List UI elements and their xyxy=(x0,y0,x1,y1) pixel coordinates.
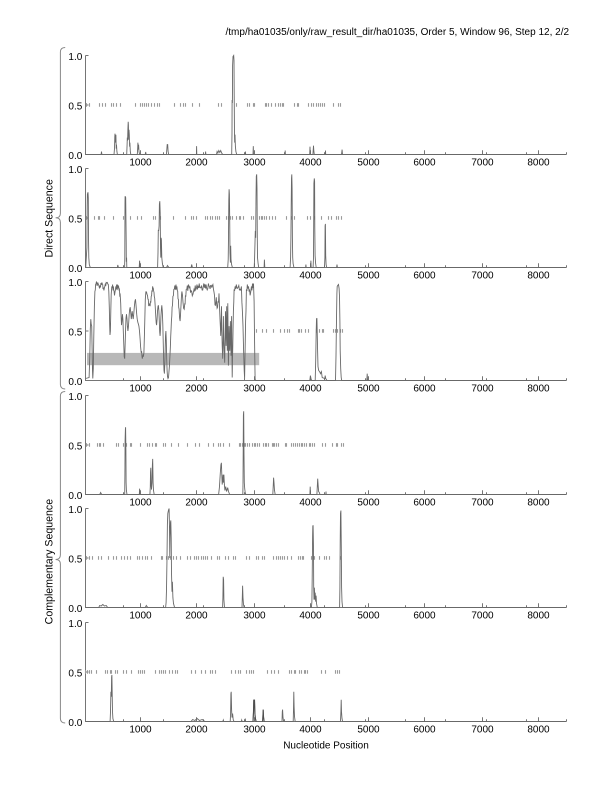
svg-text:0.5: 0.5 xyxy=(68,327,82,338)
svg-text:7000: 7000 xyxy=(471,158,494,169)
svg-text:5000: 5000 xyxy=(357,611,380,622)
svg-text:6000: 6000 xyxy=(413,611,436,622)
svg-text:1000: 1000 xyxy=(129,384,152,395)
svg-text:3000: 3000 xyxy=(243,384,266,395)
svg-text:0.0: 0.0 xyxy=(68,718,82,729)
svg-text:Direct Sequence: Direct Sequence xyxy=(44,179,56,257)
svg-text:0.5: 0.5 xyxy=(68,101,82,112)
svg-text:0.0: 0.0 xyxy=(68,604,82,615)
svg-text:1000: 1000 xyxy=(129,725,152,736)
svg-text:2000: 2000 xyxy=(185,611,208,622)
svg-text:1000: 1000 xyxy=(129,498,152,509)
svg-text:8000: 8000 xyxy=(527,498,550,509)
svg-text:2000: 2000 xyxy=(185,384,208,395)
svg-text:1.0: 1.0 xyxy=(68,52,82,63)
svg-text:6000: 6000 xyxy=(413,158,436,169)
svg-text:0.5: 0.5 xyxy=(68,441,82,452)
svg-text:4000: 4000 xyxy=(299,384,322,395)
svg-text:Complementary Sequence: Complementary Sequence xyxy=(44,499,56,625)
svg-text:5000: 5000 xyxy=(357,384,380,395)
svg-text:6000: 6000 xyxy=(413,498,436,509)
svg-text:3000: 3000 xyxy=(243,611,266,622)
svg-text:4000: 4000 xyxy=(299,158,322,169)
svg-text:3000: 3000 xyxy=(243,271,266,282)
svg-text:8000: 8000 xyxy=(527,271,550,282)
svg-text:/tmp/ha01035/only/raw_result_d: /tmp/ha01035/only/raw_result_dir/ha01035… xyxy=(226,27,570,38)
svg-text:2000: 2000 xyxy=(185,271,208,282)
svg-text:8000: 8000 xyxy=(527,725,550,736)
svg-text:3000: 3000 xyxy=(243,725,266,736)
svg-text:0.5: 0.5 xyxy=(68,554,82,565)
svg-text:8000: 8000 xyxy=(527,384,550,395)
svg-text:8000: 8000 xyxy=(527,611,550,622)
svg-text:5000: 5000 xyxy=(357,271,380,282)
svg-text:7000: 7000 xyxy=(471,498,494,509)
svg-text:1000: 1000 xyxy=(129,611,152,622)
svg-text:5000: 5000 xyxy=(357,725,380,736)
svg-text:8000: 8000 xyxy=(527,158,550,169)
svg-text:6000: 6000 xyxy=(413,271,436,282)
svg-text:4000: 4000 xyxy=(299,725,322,736)
svg-text:1.0: 1.0 xyxy=(68,392,82,403)
svg-text:2000: 2000 xyxy=(185,725,208,736)
svg-text:3000: 3000 xyxy=(243,498,266,509)
svg-text:4000: 4000 xyxy=(299,498,322,509)
svg-text:1.0: 1.0 xyxy=(68,505,82,516)
svg-text:1.0: 1.0 xyxy=(68,278,82,289)
svg-text:0.0: 0.0 xyxy=(68,151,82,162)
svg-text:5000: 5000 xyxy=(357,498,380,509)
svg-text:0.0: 0.0 xyxy=(68,264,82,275)
svg-text:0.0: 0.0 xyxy=(68,377,82,388)
svg-text:7000: 7000 xyxy=(471,611,494,622)
svg-text:1.0: 1.0 xyxy=(68,619,82,630)
svg-text:0.5: 0.5 xyxy=(68,214,82,225)
svg-text:2000: 2000 xyxy=(185,158,208,169)
svg-text:7000: 7000 xyxy=(471,725,494,736)
svg-text:0.0: 0.0 xyxy=(68,491,82,502)
svg-text:2000: 2000 xyxy=(185,498,208,509)
svg-text:0.5: 0.5 xyxy=(68,668,82,679)
svg-text:6000: 6000 xyxy=(413,384,436,395)
svg-text:Nucleotide Position: Nucleotide Position xyxy=(283,741,369,752)
svg-text:6000: 6000 xyxy=(413,725,436,736)
svg-text:3000: 3000 xyxy=(243,158,266,169)
svg-text:4000: 4000 xyxy=(299,611,322,622)
svg-text:1.0: 1.0 xyxy=(68,165,82,176)
svg-text:7000: 7000 xyxy=(471,271,494,282)
svg-text:5000: 5000 xyxy=(357,158,380,169)
svg-text:4000: 4000 xyxy=(299,271,322,282)
svg-text:1000: 1000 xyxy=(129,271,152,282)
svg-text:1000: 1000 xyxy=(129,158,152,169)
svg-text:7000: 7000 xyxy=(471,384,494,395)
